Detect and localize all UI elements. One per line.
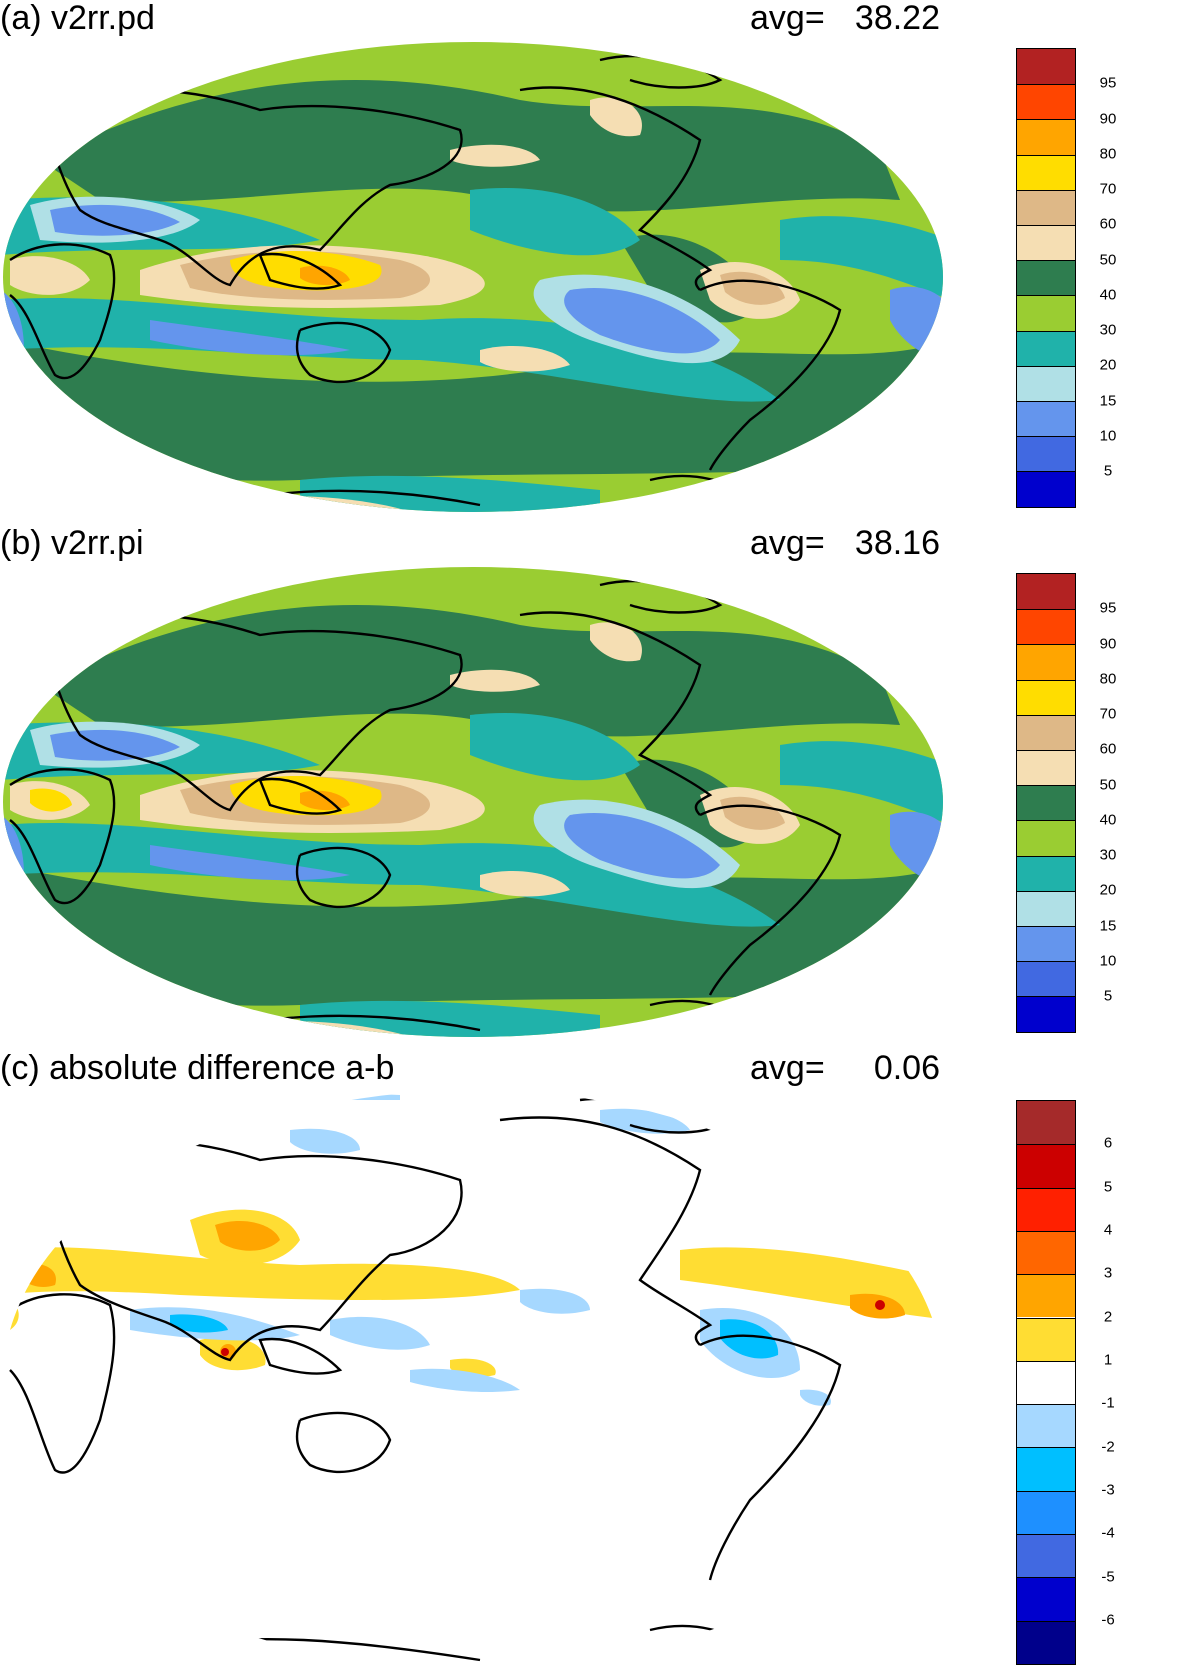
colorbar xyxy=(1016,48,1076,508)
avg-label: avg= xyxy=(750,524,825,562)
colorbar-tick-label: 60 xyxy=(1099,215,1117,233)
colorbar-swatch xyxy=(1017,295,1075,331)
panel-title: (b) v2rr.pi xyxy=(0,524,144,562)
colorbar-swatch xyxy=(1017,471,1075,507)
colorbar-tick-label: 15 xyxy=(1099,392,1117,410)
colorbar-swatch xyxy=(1017,365,1075,401)
colorbar-tick-label: 50 xyxy=(1099,776,1117,794)
colorbar-swatch xyxy=(1017,154,1075,190)
colorbar-tick-label: 70 xyxy=(1099,180,1117,198)
colorbar-swatch xyxy=(1017,996,1075,1032)
colorbar-swatch xyxy=(1017,714,1075,750)
colorbar-tick-label: 50 xyxy=(1099,251,1117,269)
colorbar-swatch xyxy=(1017,926,1075,962)
precip-map xyxy=(3,567,943,1037)
avg-value: 38.16 xyxy=(854,524,940,562)
colorbar-tick-label: 95 xyxy=(1099,74,1117,92)
colorbar-swatch xyxy=(1017,401,1075,437)
colorbar-tick-label: -1 xyxy=(1101,1394,1115,1412)
colorbar xyxy=(1016,573,1076,1033)
avg-value: 38.22 xyxy=(854,0,940,37)
colorbar-swatch xyxy=(1017,961,1075,997)
colorbar-swatch xyxy=(1017,1144,1075,1188)
colorbar-tick-label: 90 xyxy=(1099,110,1117,128)
colorbar xyxy=(1016,1100,1076,1665)
precip-map xyxy=(3,42,943,512)
colorbar-swatch xyxy=(1017,1404,1075,1448)
colorbar-swatch xyxy=(1017,574,1075,610)
colorbar-swatch xyxy=(1017,330,1075,366)
colorbar-swatch xyxy=(1017,1230,1075,1275)
colorbar-tick-label: 5 xyxy=(1103,987,1113,1005)
colorbar-tick-label: -2 xyxy=(1101,1438,1115,1456)
colorbar-swatch xyxy=(1017,820,1075,856)
colorbar-tick-label: -6 xyxy=(1101,1611,1115,1629)
colorbar-swatch xyxy=(1017,1577,1075,1621)
panel-title: (a) v2rr.pd xyxy=(0,0,155,37)
colorbar-swatch xyxy=(1017,1187,1075,1231)
colorbar-swatch xyxy=(1017,1620,1075,1664)
colorbar-tick-label: 80 xyxy=(1099,670,1117,688)
colorbar-swatch xyxy=(1017,189,1075,225)
colorbar-tick-label: 90 xyxy=(1099,635,1117,653)
colorbar-tick-label: 30 xyxy=(1099,321,1117,339)
colorbar-tick-label: 60 xyxy=(1099,740,1117,758)
colorbar-tick-label: 10 xyxy=(1099,427,1117,445)
colorbar-tick-label: 5 xyxy=(1103,1178,1113,1196)
avg-label: avg= xyxy=(750,1049,825,1087)
colorbar-tick-label: 30 xyxy=(1099,846,1117,864)
colorbar-swatch xyxy=(1017,1490,1075,1534)
colorbar-swatch xyxy=(1017,855,1075,891)
colorbar-swatch xyxy=(1017,49,1075,85)
colorbar-tick-label: 95 xyxy=(1099,599,1117,617)
colorbar-swatch xyxy=(1017,750,1075,786)
colorbar-tick-label: 40 xyxy=(1099,286,1117,304)
colorbar-tick-label: 2 xyxy=(1103,1308,1113,1326)
colorbar-swatch xyxy=(1017,119,1075,155)
colorbar-swatch xyxy=(1017,785,1075,821)
colorbar-tick-label: -3 xyxy=(1101,1481,1115,1499)
colorbar-tick-label: 4 xyxy=(1103,1221,1113,1239)
colorbar-swatch xyxy=(1017,679,1075,715)
avg-label: avg= xyxy=(750,0,825,37)
colorbar-swatch xyxy=(1017,1360,1075,1405)
colorbar-tick-label: 80 xyxy=(1099,145,1117,163)
colorbar-tick-label: 70 xyxy=(1099,705,1117,723)
colorbar-tick-label: 1 xyxy=(1103,1351,1113,1369)
colorbar-tick-label: 20 xyxy=(1099,356,1117,374)
colorbar-swatch xyxy=(1017,1447,1075,1491)
colorbar-swatch xyxy=(1017,644,1075,680)
colorbar-tick-label: -4 xyxy=(1101,1524,1115,1542)
colorbar-tick-label: 10 xyxy=(1099,952,1117,970)
panel-a: (a) v2rr.pd avg= 38.22 xyxy=(0,0,1183,520)
colorbar-swatch xyxy=(1017,609,1075,645)
colorbar-swatch xyxy=(1017,1274,1075,1318)
colorbar-swatch xyxy=(1017,260,1075,296)
colorbar-swatch xyxy=(1017,225,1075,261)
colorbar-tick-label: 20 xyxy=(1099,881,1117,899)
colorbar-tick-label: 40 xyxy=(1099,811,1117,829)
colorbar-swatch xyxy=(1017,84,1075,120)
colorbar-tick-label: 15 xyxy=(1099,917,1117,935)
colorbar-swatch xyxy=(1017,1101,1075,1145)
colorbar-swatch xyxy=(1017,890,1075,926)
colorbar-tick-label: -5 xyxy=(1101,1568,1115,1586)
colorbar-swatch xyxy=(1017,1534,1075,1578)
panel-c: (c) absolute difference a-b avg= 0.06 xyxy=(0,1050,1183,1670)
panel-b: (b) v2rr.pi avg= 38.16 xyxy=(0,525,1183,1045)
difference-map xyxy=(3,1090,943,1670)
colorbar-tick-label: 6 xyxy=(1103,1134,1113,1152)
avg-value: 0.06 xyxy=(873,1049,940,1087)
colorbar-tick-label: 3 xyxy=(1103,1264,1113,1282)
colorbar-tick-label: 5 xyxy=(1103,462,1113,480)
colorbar-swatch xyxy=(1017,1317,1075,1361)
panel-title: (c) absolute difference a-b xyxy=(0,1049,395,1087)
colorbar-swatch xyxy=(1017,436,1075,472)
